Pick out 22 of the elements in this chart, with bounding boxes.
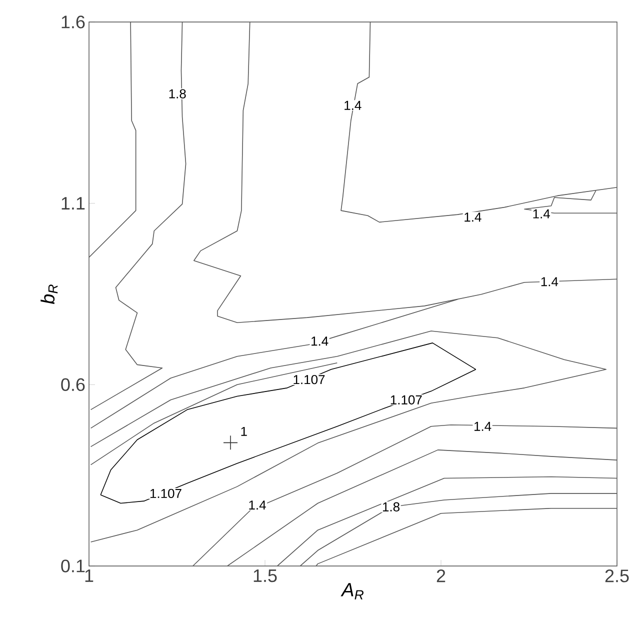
annotation: 1.4 [249, 500, 266, 510]
annotation: 1 [241, 426, 247, 436]
y-axis-title: b$_{R}$ [40, 284, 58, 304]
y-tick-label: 1.6 [62, 16, 85, 28]
annotation: 1.8 [169, 89, 186, 98]
x-tick-label: 2 [436, 570, 446, 582]
y-tick-label: 1.1 [62, 197, 85, 210]
x-tick-label: 2.5 [605, 570, 629, 582]
annotation: 1.4 [474, 422, 492, 431]
annotation: 1.4 [464, 212, 482, 222]
x-tick-label: 1.5 [254, 570, 277, 582]
y-tick-label: 0.6 [61, 378, 85, 392]
annotation: 1.107 [294, 374, 325, 384]
annotation: 1.107 [390, 395, 422, 404]
annotation: 1.4 [344, 100, 362, 110]
y-tick-label: 0.1 [61, 560, 85, 572]
annotation: 1.107 [150, 488, 182, 498]
annotation: 1.4 [533, 209, 550, 218]
annotation: 1.4 [312, 336, 328, 346]
x-axis-title: A$_{R}$ [340, 583, 364, 600]
x-tick-label: 1 [85, 570, 94, 582]
annotation: 1.4 [541, 277, 558, 286]
